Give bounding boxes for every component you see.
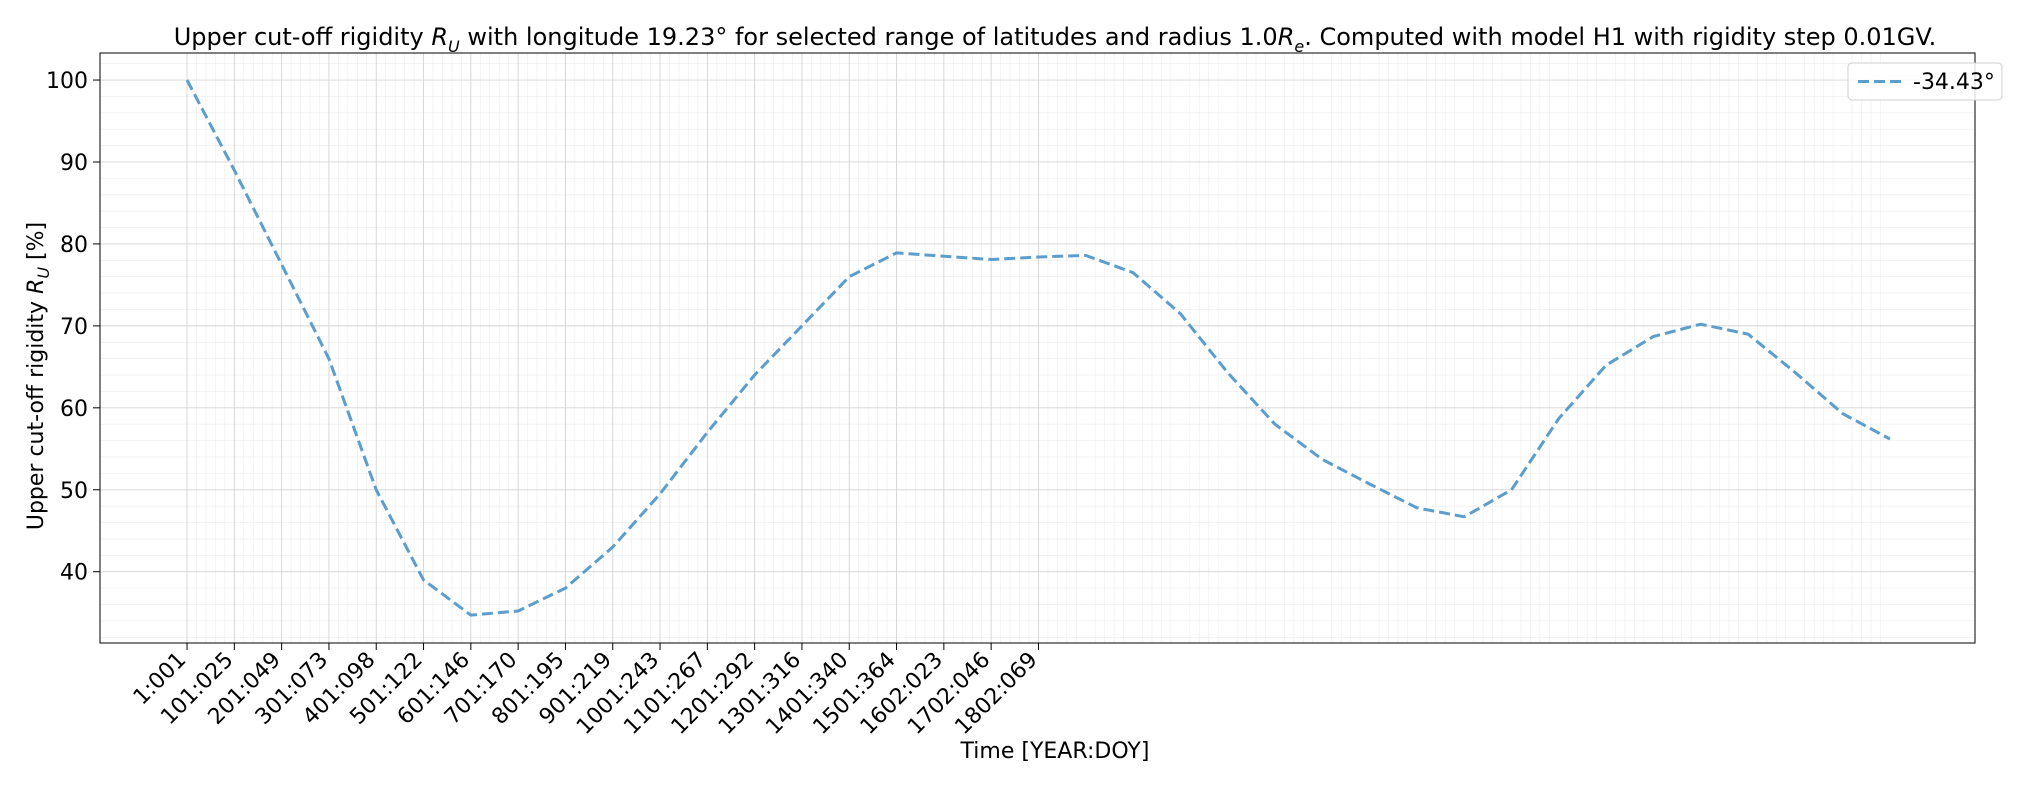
y-tick-label: 80 (60, 233, 88, 258)
y-tick-label: 100 (46, 69, 88, 94)
series-line (185, 79, 1891, 617)
y-tick-label: 50 (60, 479, 88, 504)
y-axis-label: Upper cut-off rigidity RU [%] (24, 222, 53, 530)
y-tick-label: 40 (60, 561, 88, 586)
minor-grid (100, 53, 1975, 643)
legend: -34.43° (1847, 62, 2003, 101)
y-axis-ticks: 40 50 60 70 80 90 100 (46, 69, 100, 586)
legend-entry-label: -34.43° (1913, 70, 1995, 95)
legend-box (1847, 62, 2003, 101)
major-grid (100, 53, 1975, 643)
y-tick-label: 60 (60, 397, 88, 422)
chart-title: Upper cut-off rigidity RU with longitude… (174, 23, 1937, 56)
y-tick-label: 70 (60, 315, 88, 340)
y-tick-label: 90 (60, 151, 88, 176)
x-axis-label: Time [YEAR:DOY] (960, 739, 1150, 764)
series-layer (185, 79, 1891, 617)
plot-area-frame (99, 52, 1976, 644)
x-axis-ticks: 1:001101:025201:049301:073401:098501:122… (129, 643, 1043, 740)
